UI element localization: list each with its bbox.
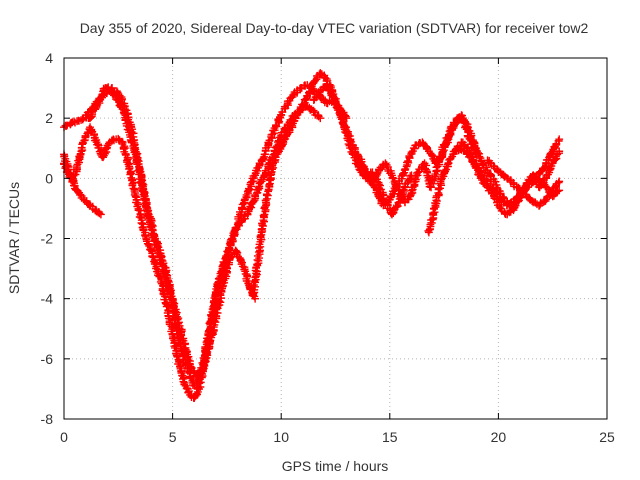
data-point-marker [555,186,564,195]
data-point-trail [72,149,85,172]
data-point-trail [127,125,142,164]
data-point-trail [251,178,265,199]
data-point-marker [555,177,564,186]
data-point-trail [329,94,345,115]
data-point-trail [270,148,282,164]
data-point-trail [154,249,168,275]
data-point-trail [251,157,266,178]
data-point-trail [74,115,87,125]
data-point-marker [414,168,422,177]
y-tick-label: -4 [41,291,54,307]
data-point-marker [316,114,325,123]
data-point-trail [253,230,266,269]
data-point-trail [386,184,400,202]
data-point-trail [543,188,556,201]
y-tick-label: 0 [45,170,53,186]
data-point-trail [353,151,367,170]
x-axis-label: GPS time / hours [282,458,389,474]
y-tick-label: -8 [41,411,54,427]
data-point-trail [392,172,406,190]
data-point-trail [258,143,273,164]
data-point-trail [317,70,330,82]
data-point-trail [211,284,226,320]
y-tick-label: 2 [45,110,53,126]
data-point-trail [419,139,432,154]
y-axis-label: SDTVAR / TECUs [6,182,22,294]
x-tick-label: 25 [599,429,615,445]
data-point-trail [516,187,530,199]
data-point-trail [257,200,271,235]
data-point-trail [542,148,556,167]
data-point-trail [424,203,440,235]
data-point-trail [248,263,261,298]
data-point-trail [177,367,189,389]
data-point-trail [158,281,173,314]
y-tick-label: -6 [41,351,54,367]
data-point-trail [335,109,350,134]
data-point-trail [395,186,408,204]
data-point-trail [491,177,504,196]
x-tick-label: 10 [273,429,289,445]
data-point-trail [399,154,414,178]
data-point-trail [283,91,297,106]
data-point-trail [94,208,104,218]
data-point-trail [245,172,258,194]
data-point-trail [163,307,177,338]
data-point-trail [173,314,188,343]
data-point-trail [477,170,491,184]
data-point-trail [225,227,239,254]
data-point-trail [401,191,415,206]
data-point-trail [270,113,284,132]
data-point-trail [74,187,86,202]
data-point-trail [360,163,374,185]
data-point-trail [125,164,139,199]
data-point-trail [205,314,221,351]
data-point-trail [218,260,233,290]
y-tick-label: -2 [41,231,54,247]
data-point-trail [472,160,485,176]
x-tick-label: 5 [169,429,177,445]
data-point-trail [261,174,275,205]
data-point-trail [452,113,464,127]
x-tick-label: 20 [491,429,507,445]
data-point-trail [344,127,357,149]
x-tick-label: 0 [60,429,68,445]
data-point-trail [285,119,297,137]
data-point-marker [97,210,105,219]
data-point-marker [555,147,564,156]
axis-ticks: 0 5 10 15 20 25 -8 -6 -4 -2 0 2 4 [41,50,615,445]
data-point-trail [317,94,330,107]
data-point-trail [133,157,148,199]
data-point-trail [81,196,93,209]
x-tick-label: 15 [382,429,398,445]
data-point-trail [465,152,477,167]
data-point-trail [108,84,122,97]
data-point-marker [555,135,564,144]
data-points [60,69,564,402]
data-point-trail [237,260,253,288]
data-point-trail [497,170,509,181]
y-tick-label: 4 [45,50,53,66]
data-point-trail [239,209,252,223]
data-point-trail [310,88,324,104]
data-point-trail [169,333,181,359]
data-point-trail [542,159,556,181]
data-point-trail [524,193,536,205]
data-point-trail [490,187,504,201]
data-point-trail [182,384,193,397]
data-point-trail [426,163,442,190]
data-point-trail [303,79,318,100]
data-point-trail [166,290,181,319]
data-point-trail [431,175,446,208]
data-point-trail [160,269,175,295]
data-point-trail [444,121,458,142]
chart-title: Day 355 of 2020, Sidereal Day-to-day VTE… [80,20,589,36]
data-point-trail [100,139,113,160]
data-point-trail [323,82,337,100]
data-point-trail [310,108,323,121]
data-point-trail [483,179,497,194]
data-point-trail [140,194,155,229]
data-point-trail [138,220,152,248]
